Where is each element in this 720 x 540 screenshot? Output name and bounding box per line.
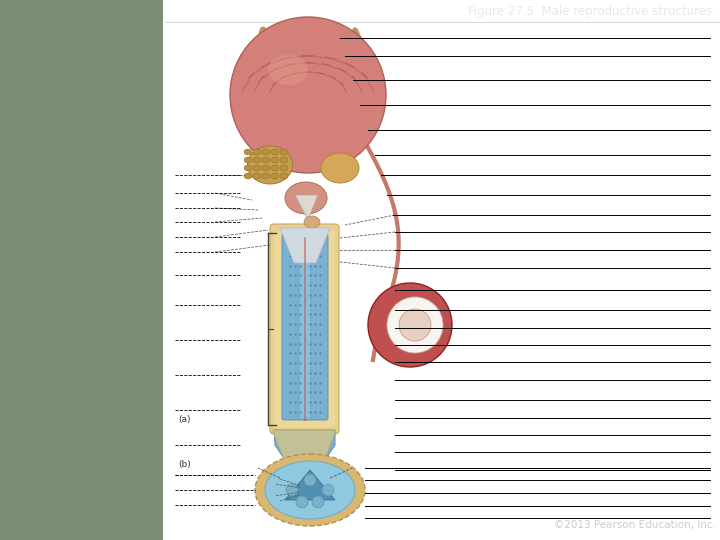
- Polygon shape: [274, 430, 335, 475]
- Ellipse shape: [280, 173, 288, 179]
- Text: ©2013 Pearson Education, Inc.: ©2013 Pearson Education, Inc.: [554, 520, 716, 530]
- Ellipse shape: [285, 182, 327, 214]
- Ellipse shape: [244, 149, 252, 155]
- Ellipse shape: [244, 157, 252, 163]
- Circle shape: [368, 283, 452, 367]
- Text: Figure 27.5  Male reproductive structures.: Figure 27.5 Male reproductive structures…: [468, 5, 716, 18]
- Ellipse shape: [271, 149, 279, 155]
- Ellipse shape: [253, 173, 261, 179]
- FancyBboxPatch shape: [0, 0, 165, 540]
- Ellipse shape: [280, 157, 288, 163]
- Circle shape: [387, 297, 443, 353]
- Polygon shape: [272, 430, 336, 478]
- FancyBboxPatch shape: [282, 234, 308, 420]
- FancyBboxPatch shape: [302, 234, 328, 420]
- Circle shape: [312, 496, 324, 508]
- Ellipse shape: [244, 173, 252, 179]
- Ellipse shape: [244, 165, 252, 171]
- Ellipse shape: [262, 149, 270, 155]
- Ellipse shape: [268, 55, 308, 85]
- Ellipse shape: [271, 157, 279, 163]
- Text: (b): (b): [178, 460, 191, 469]
- Ellipse shape: [262, 157, 270, 163]
- Circle shape: [304, 474, 316, 486]
- Ellipse shape: [280, 165, 288, 171]
- Ellipse shape: [271, 165, 279, 171]
- FancyBboxPatch shape: [270, 224, 339, 434]
- Circle shape: [286, 484, 298, 496]
- Polygon shape: [295, 195, 318, 220]
- Ellipse shape: [321, 153, 359, 183]
- Ellipse shape: [262, 165, 270, 171]
- Ellipse shape: [280, 149, 288, 155]
- Polygon shape: [285, 470, 335, 500]
- Circle shape: [296, 496, 308, 508]
- Ellipse shape: [253, 165, 261, 171]
- FancyBboxPatch shape: [274, 231, 335, 427]
- Ellipse shape: [271, 173, 279, 179]
- Text: (a): (a): [178, 415, 191, 424]
- Circle shape: [230, 17, 386, 173]
- Ellipse shape: [248, 146, 292, 184]
- Circle shape: [399, 309, 431, 341]
- FancyBboxPatch shape: [299, 235, 311, 419]
- Circle shape: [322, 484, 334, 496]
- Ellipse shape: [304, 216, 320, 228]
- Ellipse shape: [265, 461, 355, 519]
- FancyBboxPatch shape: [163, 0, 720, 540]
- Ellipse shape: [253, 149, 261, 155]
- Polygon shape: [280, 228, 330, 263]
- Ellipse shape: [253, 157, 261, 163]
- Ellipse shape: [262, 173, 270, 179]
- Ellipse shape: [255, 454, 365, 526]
